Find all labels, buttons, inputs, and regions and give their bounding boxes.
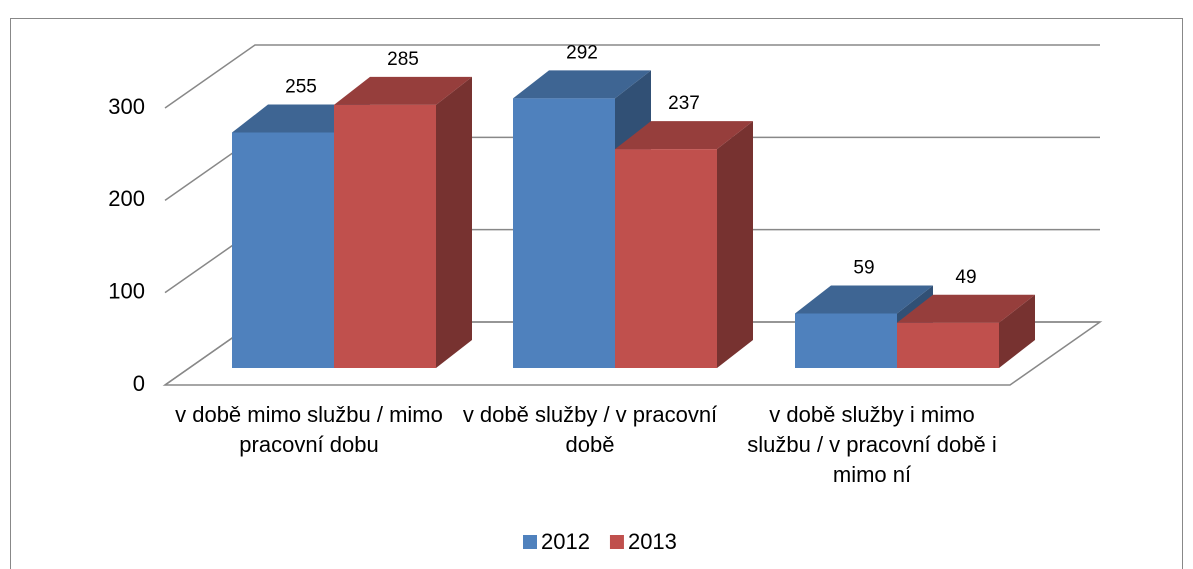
bar-side (436, 76, 472, 368)
bar-top (334, 76, 472, 105)
x-tick-label: v době mimo službu / mimo pracovní dobu (175, 402, 443, 457)
bar-front (334, 104, 436, 368)
bar-front (615, 149, 717, 368)
y-tick-label: 0 (133, 371, 145, 396)
bar-side (717, 121, 753, 368)
legend-label: 2013 (628, 529, 677, 554)
bar-front (232, 132, 334, 368)
bar-top (615, 121, 753, 150)
bar-top (513, 70, 651, 99)
y-tick-label: 100 (108, 278, 145, 303)
bar-side (999, 294, 1035, 368)
y-tick-label: 200 (108, 186, 145, 211)
legend-swatch (609, 535, 624, 549)
bar-front (897, 322, 999, 368)
data-label: 285 (387, 49, 419, 70)
bar (897, 294, 1035, 368)
data-label: 292 (566, 42, 598, 63)
y-tick-label: 300 (108, 94, 145, 119)
bar-front (513, 98, 615, 369)
grid-line (164, 44, 1100, 109)
legend-label: 2012 (541, 529, 590, 554)
legend-swatch (523, 535, 537, 549)
bar-top (795, 285, 933, 314)
data-label: 237 (668, 93, 700, 114)
bar-front (795, 313, 897, 368)
x-tick-label: v době služby / v pracovní době (462, 402, 718, 457)
bar (615, 121, 753, 368)
bar-top (897, 294, 1035, 323)
data-label: 49 (955, 267, 976, 288)
bar (334, 76, 472, 368)
x-tick-label: v době služby i mimo službu / v pracovní… (747, 402, 997, 487)
data-label: 255 (285, 77, 317, 98)
data-label: 59 (853, 258, 874, 279)
